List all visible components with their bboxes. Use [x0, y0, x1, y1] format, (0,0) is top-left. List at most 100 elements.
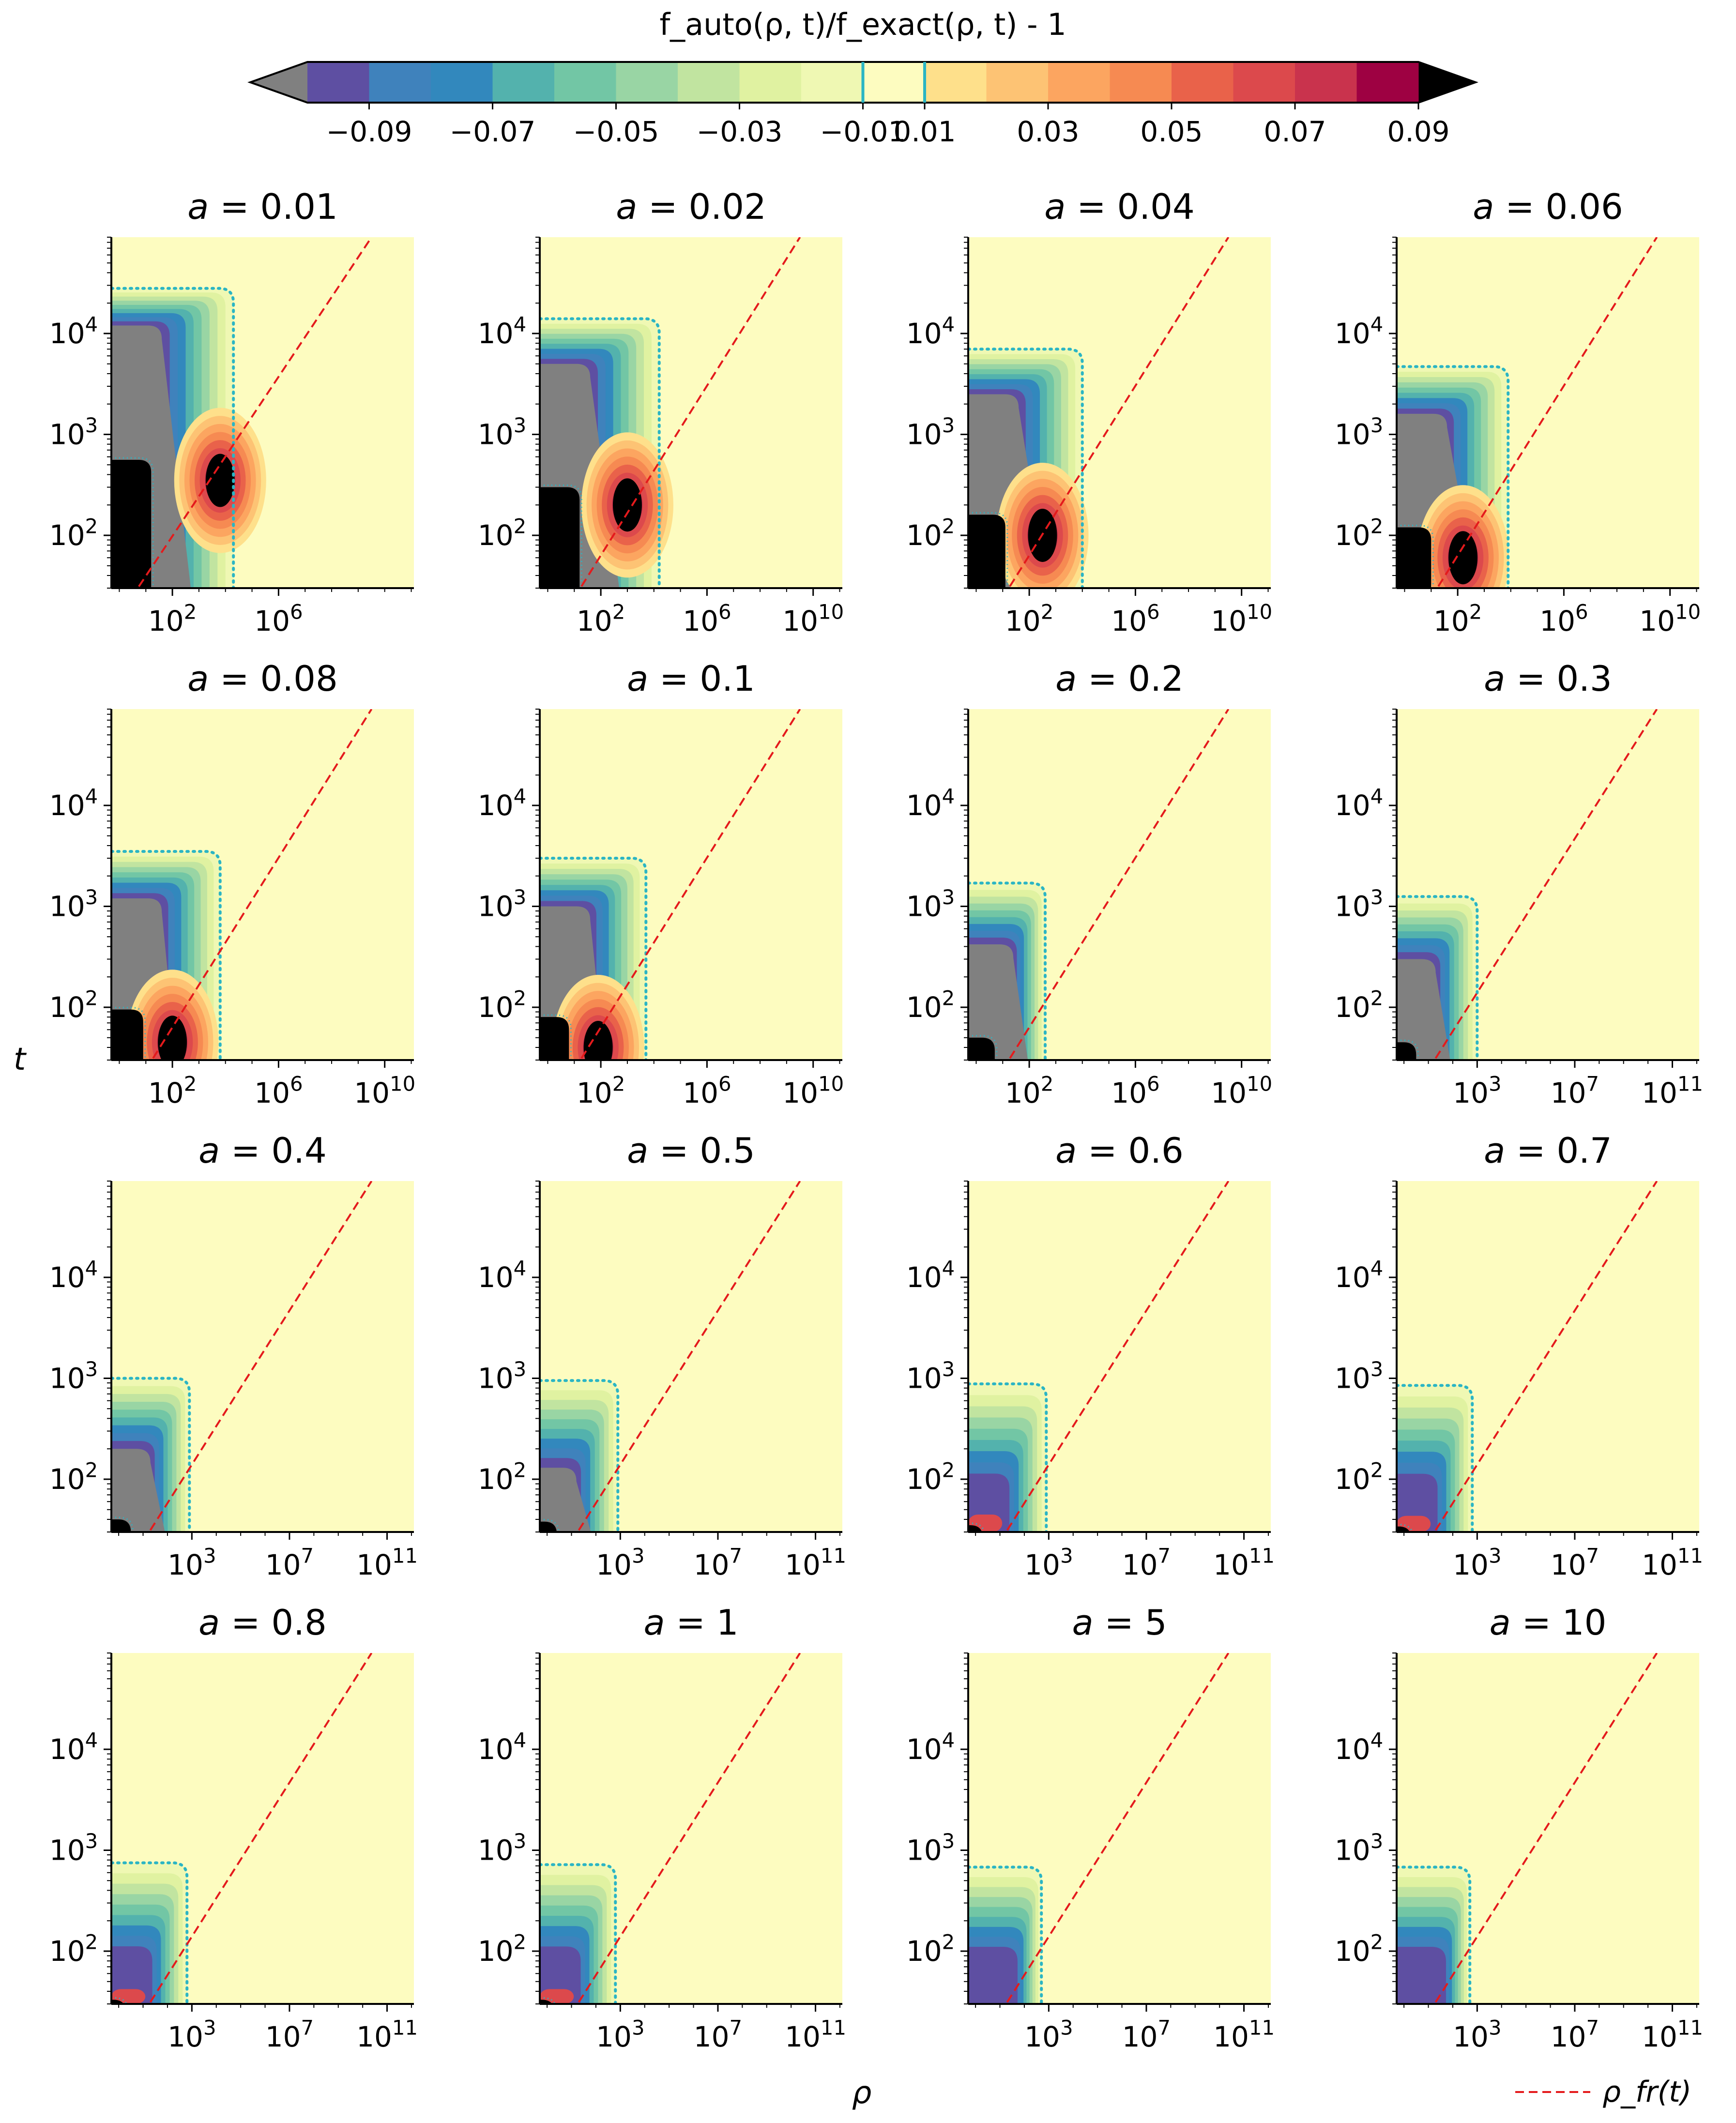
- x-tick-label: 102: [1005, 600, 1053, 637]
- x-tick-label: 102: [148, 600, 197, 637]
- panel-0.04: 102 103 104 102 106 1010 a = 0.04: [906, 186, 1272, 637]
- panel-plot-area: [111, 1653, 414, 2004]
- x-tick-label: 1011: [1642, 1072, 1703, 1109]
- colorbar-segment: [554, 62, 616, 103]
- over-range-region: [111, 2000, 126, 2004]
- panel-plot-area: [1397, 237, 1699, 588]
- panel-title: a = 0.08: [187, 658, 338, 699]
- x-tick-label: 102: [1005, 1072, 1053, 1109]
- panel-0.02: 102 103 104 102 106 1010 a = 0.02: [478, 186, 844, 637]
- contour-boundary: [111, 457, 154, 588]
- x-tick-label: 102: [148, 1072, 197, 1109]
- fr-line: [1005, 1653, 1230, 2004]
- y-tick-label: 103: [1335, 1357, 1383, 1395]
- colorbar-tick-label: −0.01: [820, 115, 906, 148]
- x-tick-label: 1011: [785, 1544, 846, 1581]
- fr-line: [576, 1653, 801, 2004]
- colorbar-segment: [1356, 62, 1419, 103]
- x-tick-label: 1010: [782, 1072, 844, 1109]
- panel-0.5: 102 103 104 103 107 1011 a = 0.5: [478, 1130, 846, 1581]
- panel-title: a = 0.8: [198, 1602, 327, 1643]
- x-tick-label: 106: [683, 600, 731, 637]
- over-range-region: [1397, 527, 1431, 588]
- x-tick-label: 107: [265, 1544, 314, 1581]
- x-tick-label: 107: [694, 1544, 742, 1581]
- y-tick-label: 102: [49, 515, 98, 552]
- panel-0.3: 102 103 104 103 107 1011 a = 0.3: [1335, 658, 1703, 1109]
- x-tick-label: 1010: [782, 600, 844, 637]
- colorbar-segment: [1233, 62, 1295, 103]
- y-tick-label: 104: [478, 313, 526, 350]
- colorbar-segment: [616, 62, 678, 103]
- over-range-core: [205, 454, 235, 507]
- panel-plot-area: [1397, 709, 1699, 1060]
- y-tick-label: 102: [478, 515, 526, 552]
- y-tick-label: 102: [478, 1930, 526, 1968]
- x-tick-label: 106: [683, 1072, 731, 1109]
- contour-boundary-dotted: [1397, 365, 1510, 588]
- x-tick-label: 107: [1122, 1544, 1171, 1581]
- contour-boundary-dotted: [1397, 1384, 1474, 1532]
- fr-line: [148, 1181, 373, 1532]
- colorbar-tick-label: −0.07: [450, 115, 536, 148]
- colorbar-outline: [247, 61, 1478, 104]
- panel-plot-area: [111, 1181, 414, 1532]
- over-range-region: [968, 515, 1005, 588]
- x-tick-label: 107: [1551, 2016, 1599, 2053]
- over-range-region: [540, 487, 580, 588]
- over-range-region: [968, 1037, 995, 1060]
- panel-0.1: 102 103 104 102 106 1010 a = 0.1: [478, 658, 844, 1109]
- y-tick-label: 102: [49, 1458, 98, 1496]
- under-range-region: [1397, 959, 1450, 1060]
- panel-0.01: 102 103 104 102 106 a = 0.01: [49, 186, 414, 637]
- panel-0.4: 102 103 104 103 107 1011 a = 0.4: [49, 1130, 418, 1581]
- panel-title: a = 10: [1490, 1602, 1607, 1643]
- y-tick-label: 103: [906, 413, 955, 451]
- y-tick-label: 104: [1335, 785, 1383, 822]
- y-tick-label: 102: [1335, 515, 1383, 552]
- fr-line: [148, 1653, 373, 2004]
- over-range-region: [540, 2000, 555, 2004]
- panel-plot-area: [1397, 1653, 1699, 2004]
- x-tick-label: 103: [1024, 1544, 1073, 1581]
- contour-boundary-dotted: [540, 317, 661, 588]
- y-tick-label: 104: [49, 785, 98, 822]
- over-range-core: [612, 478, 642, 532]
- y-tick-label: 103: [49, 1357, 98, 1395]
- panel-plot-area: [968, 237, 1271, 588]
- colorbar-segment: [801, 62, 863, 103]
- colorbar-segment: [369, 62, 431, 103]
- y-tick-label: 102: [1335, 1458, 1383, 1496]
- y-tick-label: 102: [906, 986, 955, 1024]
- contour-boundary: [968, 512, 1008, 588]
- contour-boundary: [111, 1007, 146, 1060]
- y-tick-label: 103: [49, 413, 98, 451]
- x-tick-label: 1011: [1213, 2016, 1275, 2053]
- panel-10: 102 103 104 103 107 1011 a = 10: [1335, 1602, 1703, 2053]
- x-tick-label: 1010: [1639, 600, 1701, 637]
- colorbar-tick-label: 0.03: [1017, 115, 1079, 148]
- y-tick-label: 103: [1335, 413, 1383, 451]
- colorbar-under-triangle: [250, 62, 307, 103]
- x-tick-label: 106: [1539, 600, 1588, 637]
- x-tick-label: 1010: [354, 1072, 415, 1109]
- legend: ρ_fr(t): [1515, 2075, 1691, 2109]
- x-tick-label: 102: [577, 600, 625, 637]
- over-range-region: [111, 1519, 131, 1532]
- x-tick-label: 102: [1433, 600, 1482, 637]
- panel-5: 102 103 104 103 107 1011 a = 5: [906, 1602, 1275, 2053]
- corner-red-region: [111, 1989, 146, 2004]
- panel-plot-area: [1397, 1181, 1699, 1532]
- panel-title: a = 1: [643, 1602, 738, 1643]
- colorbar-over-triangle: [1418, 62, 1476, 103]
- corner-red-region: [540, 1989, 574, 2004]
- x-tick-label: 103: [596, 2016, 644, 2053]
- panel-title: a = 0.4: [198, 1130, 327, 1171]
- panel-plot-area: [968, 1181, 1271, 1532]
- fr-line: [1436, 237, 1658, 588]
- colorbar-segment: [863, 62, 925, 103]
- y-tick-label: 103: [906, 1357, 955, 1395]
- y-tick-label: 102: [1335, 986, 1383, 1024]
- x-tick-label: 106: [254, 600, 303, 637]
- contour-band: [1397, 1946, 1446, 2004]
